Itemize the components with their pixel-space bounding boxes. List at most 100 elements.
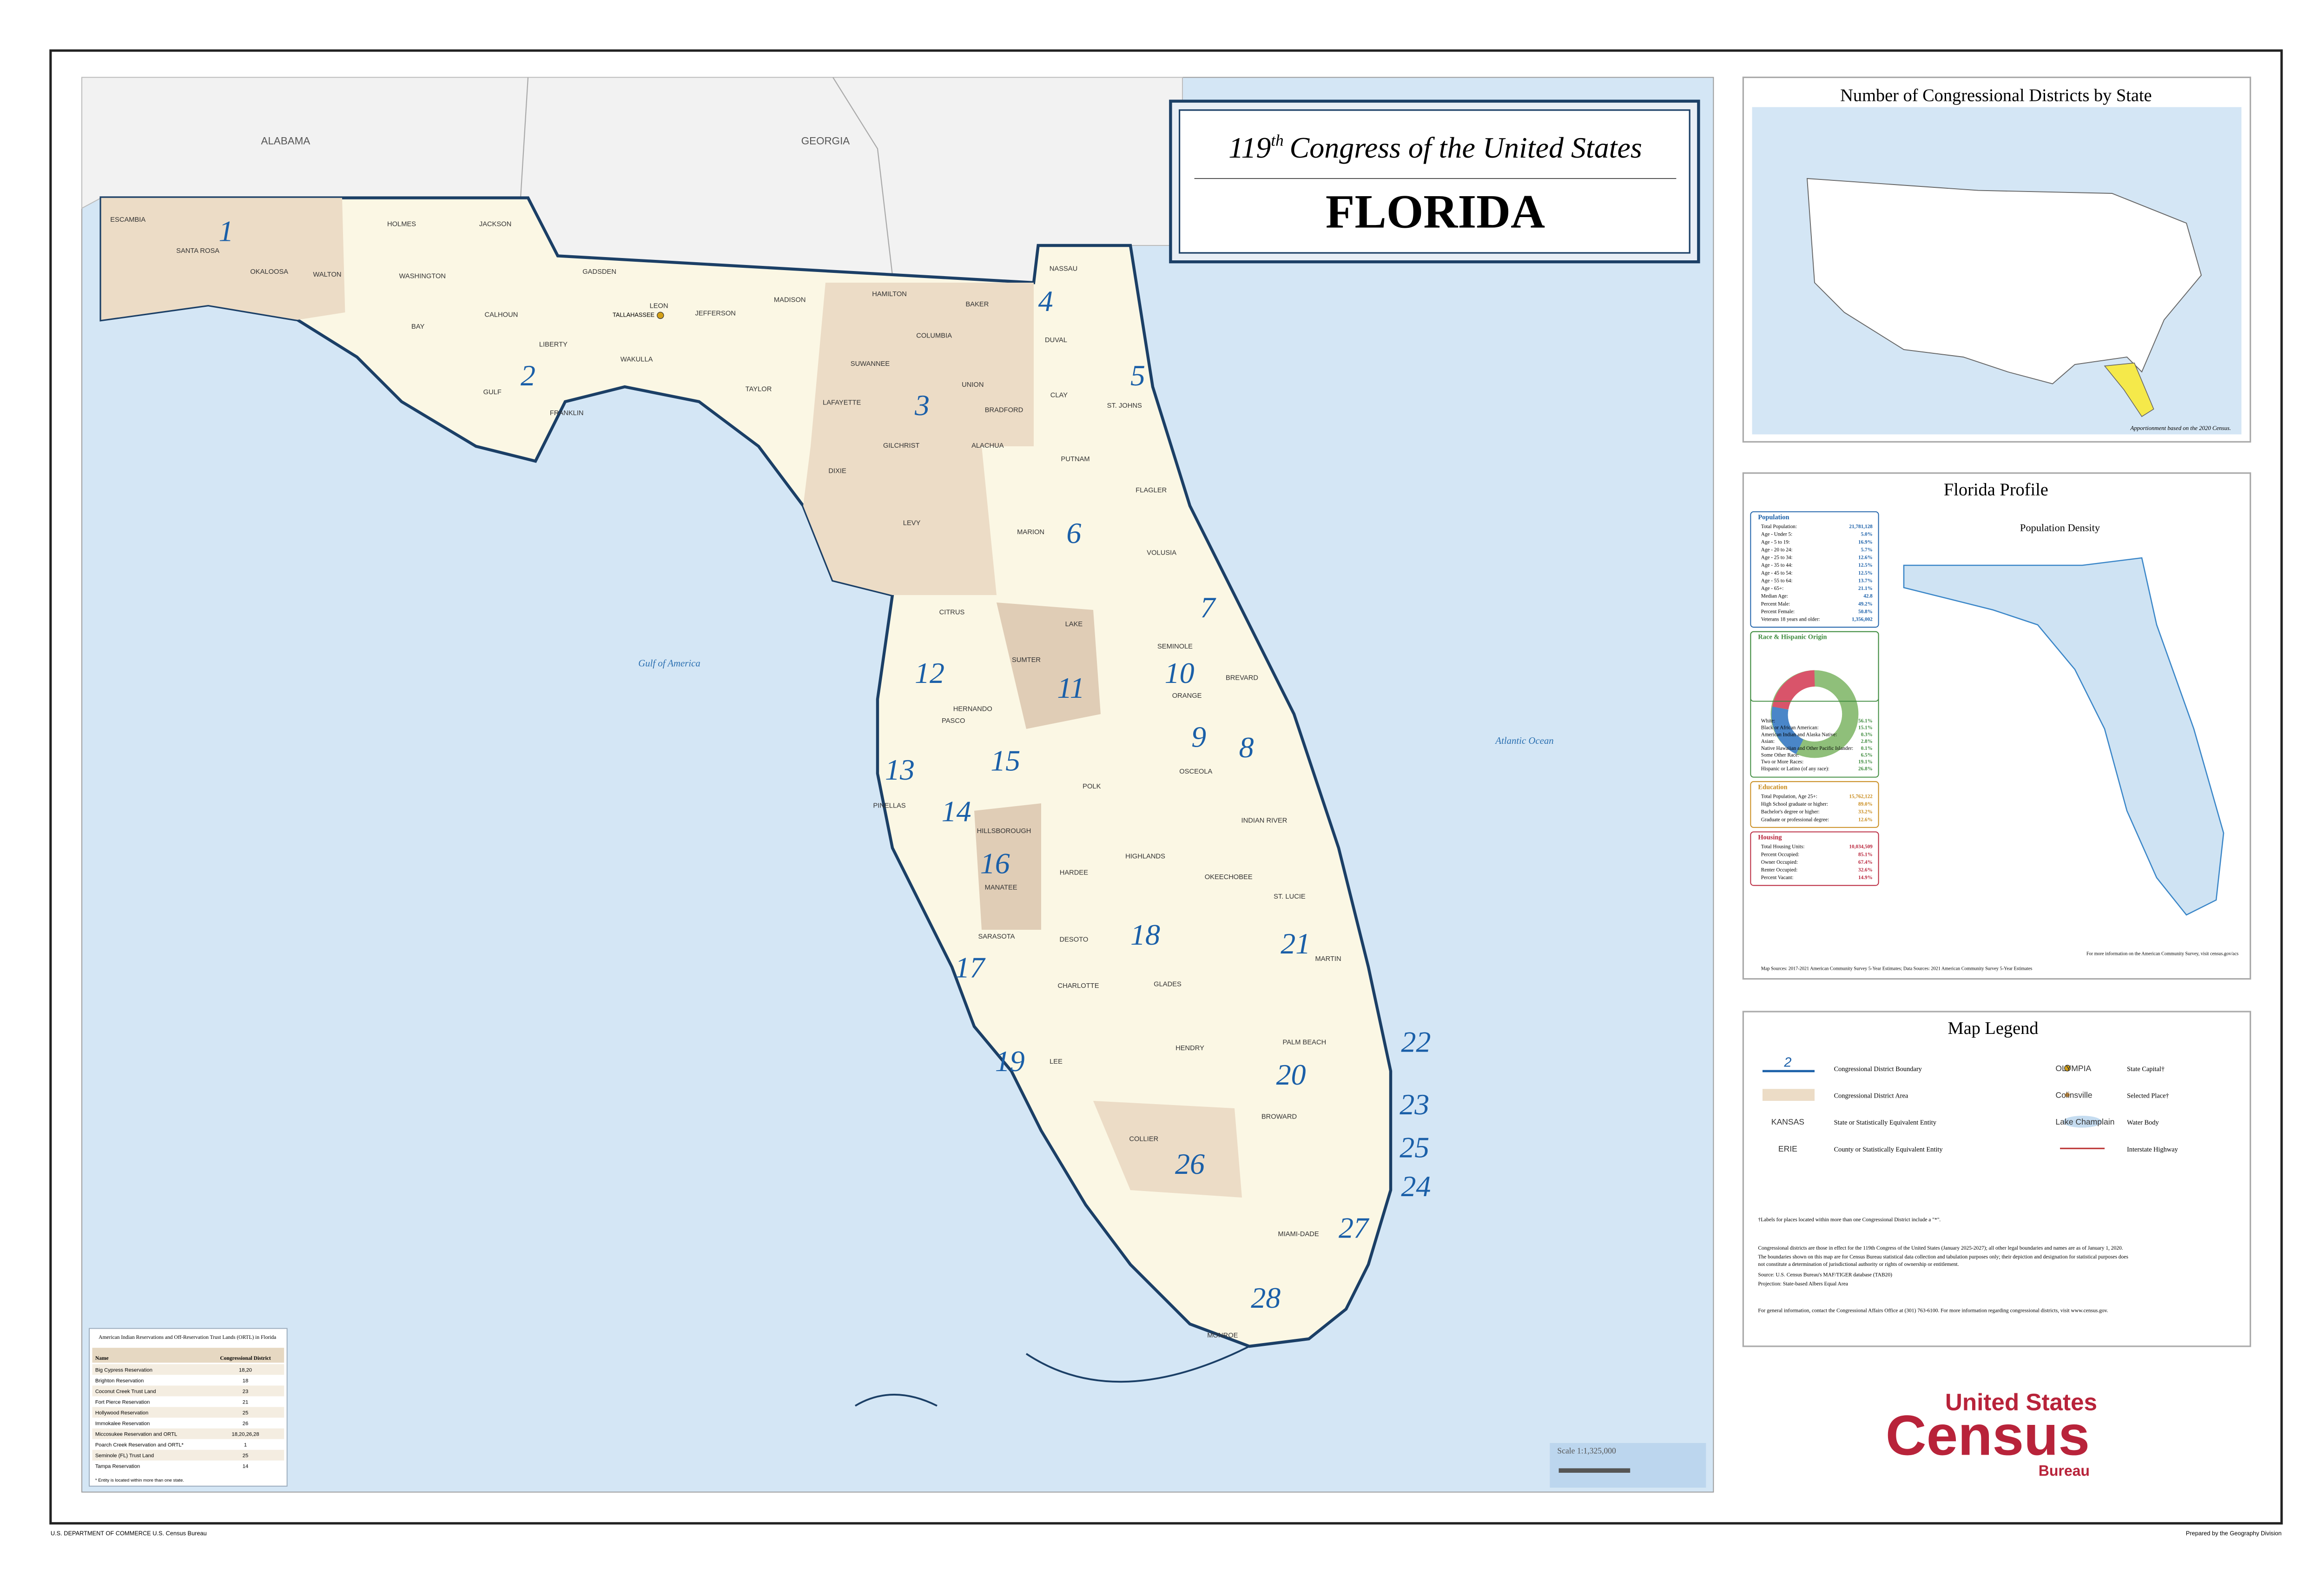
footer-right: Prepared by the Geography Division [2186, 1529, 2282, 1536]
profile-label: Graduate or professional degree: [1761, 817, 1829, 822]
legend-note: The boundaries shown on this map are for… [1758, 1254, 2128, 1260]
district-number: 7 [1200, 591, 1216, 624]
county-label: COLUMBIA [916, 332, 952, 339]
county-label: HIGHLANDS [1125, 853, 1165, 860]
county-label: MONROE [1207, 1332, 1238, 1339]
profile-value: 10,034,509 [1849, 844, 1873, 850]
district-number: 16 [980, 847, 1010, 880]
panel-title: Florida Profile [1944, 480, 2048, 500]
capital-label: TALLAHASSEE [613, 311, 654, 318]
county-label: MADISON [774, 297, 806, 304]
district-number: 12 [915, 656, 944, 689]
title-number: 119 [1228, 131, 1271, 164]
table-district: 21 [243, 1399, 248, 1405]
profile-value: 6.5% [1861, 753, 1873, 758]
district-number: 1 [218, 214, 233, 247]
profile-value: 13.7% [1858, 578, 1873, 583]
district-number: 27 [1339, 1211, 1370, 1244]
district-number: 21 [1281, 927, 1310, 960]
county-label: SEMINOLE [1157, 643, 1193, 650]
profile-value: 14.9% [1858, 875, 1873, 880]
profile-label: Age - 65+: [1761, 586, 1784, 591]
profile-value: 49.2% [1858, 601, 1873, 607]
table-district: 23 [243, 1389, 248, 1394]
county-label: CLAY [1050, 391, 1068, 399]
county-label: OKEECHOBEE [1205, 874, 1253, 881]
panel-title: Number of Congressional Districts by Sta… [1840, 86, 2152, 106]
legend-note: †Labels for places located within more t… [1758, 1217, 1941, 1223]
county-label: BAKER [965, 301, 989, 308]
district-number: 25 [1400, 1131, 1429, 1164]
profile-value: 21,781,128 [1849, 524, 1873, 530]
table-name: Fort Pierce Reservation [95, 1399, 150, 1405]
legend-note: For general information, contact the Con… [1758, 1308, 2108, 1313]
profile-value: 15,762,122 [1849, 794, 1873, 799]
table-name: Hollywood Reservation [95, 1410, 148, 1416]
district-number: 23 [1400, 1088, 1429, 1121]
profile-value: 32.6% [1858, 867, 1873, 873]
district-number: 17 [955, 951, 986, 984]
county-label: GLADES [1154, 981, 1182, 988]
table-row [92, 1450, 284, 1461]
county-label: LEVY [903, 520, 921, 527]
county-label: JACKSON [479, 220, 511, 228]
district-number: 6 [1066, 516, 1081, 549]
county-label: LEON [650, 302, 668, 310]
profile-label: Age - 45 to 54: [1761, 570, 1793, 576]
district-area [974, 803, 1042, 930]
legend-capital [2064, 1065, 2071, 1072]
title-inner [1178, 109, 1690, 254]
density-map [1903, 557, 2225, 916]
profile-label: Percent Male: [1761, 601, 1790, 607]
logo-line: Bureau [2039, 1462, 2090, 1479]
profile-value: 12.6% [1858, 555, 1873, 561]
title-text: Congress of the United States [1290, 131, 1642, 164]
district-area [997, 602, 1101, 729]
title-line: 119th Congress of the United States [1228, 131, 1642, 164]
table-name: Immokalee Reservation [95, 1421, 150, 1427]
profile-label: Black or African American: [1761, 725, 1819, 731]
district-number: 3 [914, 389, 930, 422]
scale-box [1550, 1443, 1706, 1488]
county-label: JEFFERSON [695, 310, 736, 317]
profile-value: 5.0% [1861, 532, 1873, 537]
table-title: American Indian Reservations and Off-Res… [99, 1335, 276, 1340]
profile-value: 85.1% [1858, 852, 1873, 857]
district-number: 11 [1057, 671, 1084, 704]
profile-value: 1,356,002 [1852, 617, 1873, 622]
legend-text: Water Body [2127, 1119, 2159, 1126]
profile-box [1750, 511, 1879, 628]
profile-more: For more information on the American Com… [2086, 951, 2238, 956]
profile-value: 16.9% [1858, 539, 1873, 545]
table-name: Miccosukee Reservation and ORTL [95, 1432, 177, 1437]
county-label: PALM BEACH [1283, 1039, 1327, 1046]
legend: 2 Congressional District Boundary Congress… [1758, 1055, 2178, 1313]
table-name: Tampa Reservation [95, 1464, 140, 1470]
county-label: PUTNAM [1061, 456, 1090, 463]
county-label: ST. JOHNS [1107, 402, 1142, 410]
county-label: BROWARD [1261, 1113, 1297, 1120]
outer-border [49, 49, 2283, 1525]
race-donut-part [1772, 670, 1816, 710]
district-number: 15 [990, 744, 1020, 777]
county-label: BAY [411, 323, 425, 331]
county-label: GILCHRIST [883, 442, 919, 450]
county-label: PINELLAS [873, 802, 905, 810]
county-label: SUMTER [1012, 656, 1041, 664]
county-label: WALTON [313, 271, 342, 278]
profile-label: Two or More Races: [1761, 759, 1804, 765]
county-label: ALACHUA [971, 442, 1004, 450]
profile-heading: Education [1758, 783, 1787, 791]
legend-text: Congressional District Area [1834, 1092, 1908, 1100]
profile-value: 0.3% [1861, 732, 1873, 737]
table-district: 26 [243, 1421, 248, 1427]
district-number: 20 [1276, 1058, 1306, 1091]
profile-value: 21.1% [1858, 586, 1873, 591]
table-district: 14 [243, 1464, 248, 1470]
profile-stats: Population Total Population: 21,781,128 Age… [1750, 511, 2238, 971]
county-label: MARION [1017, 529, 1044, 536]
district-number: 18 [1130, 918, 1160, 951]
legend-place [2065, 1092, 2070, 1097]
